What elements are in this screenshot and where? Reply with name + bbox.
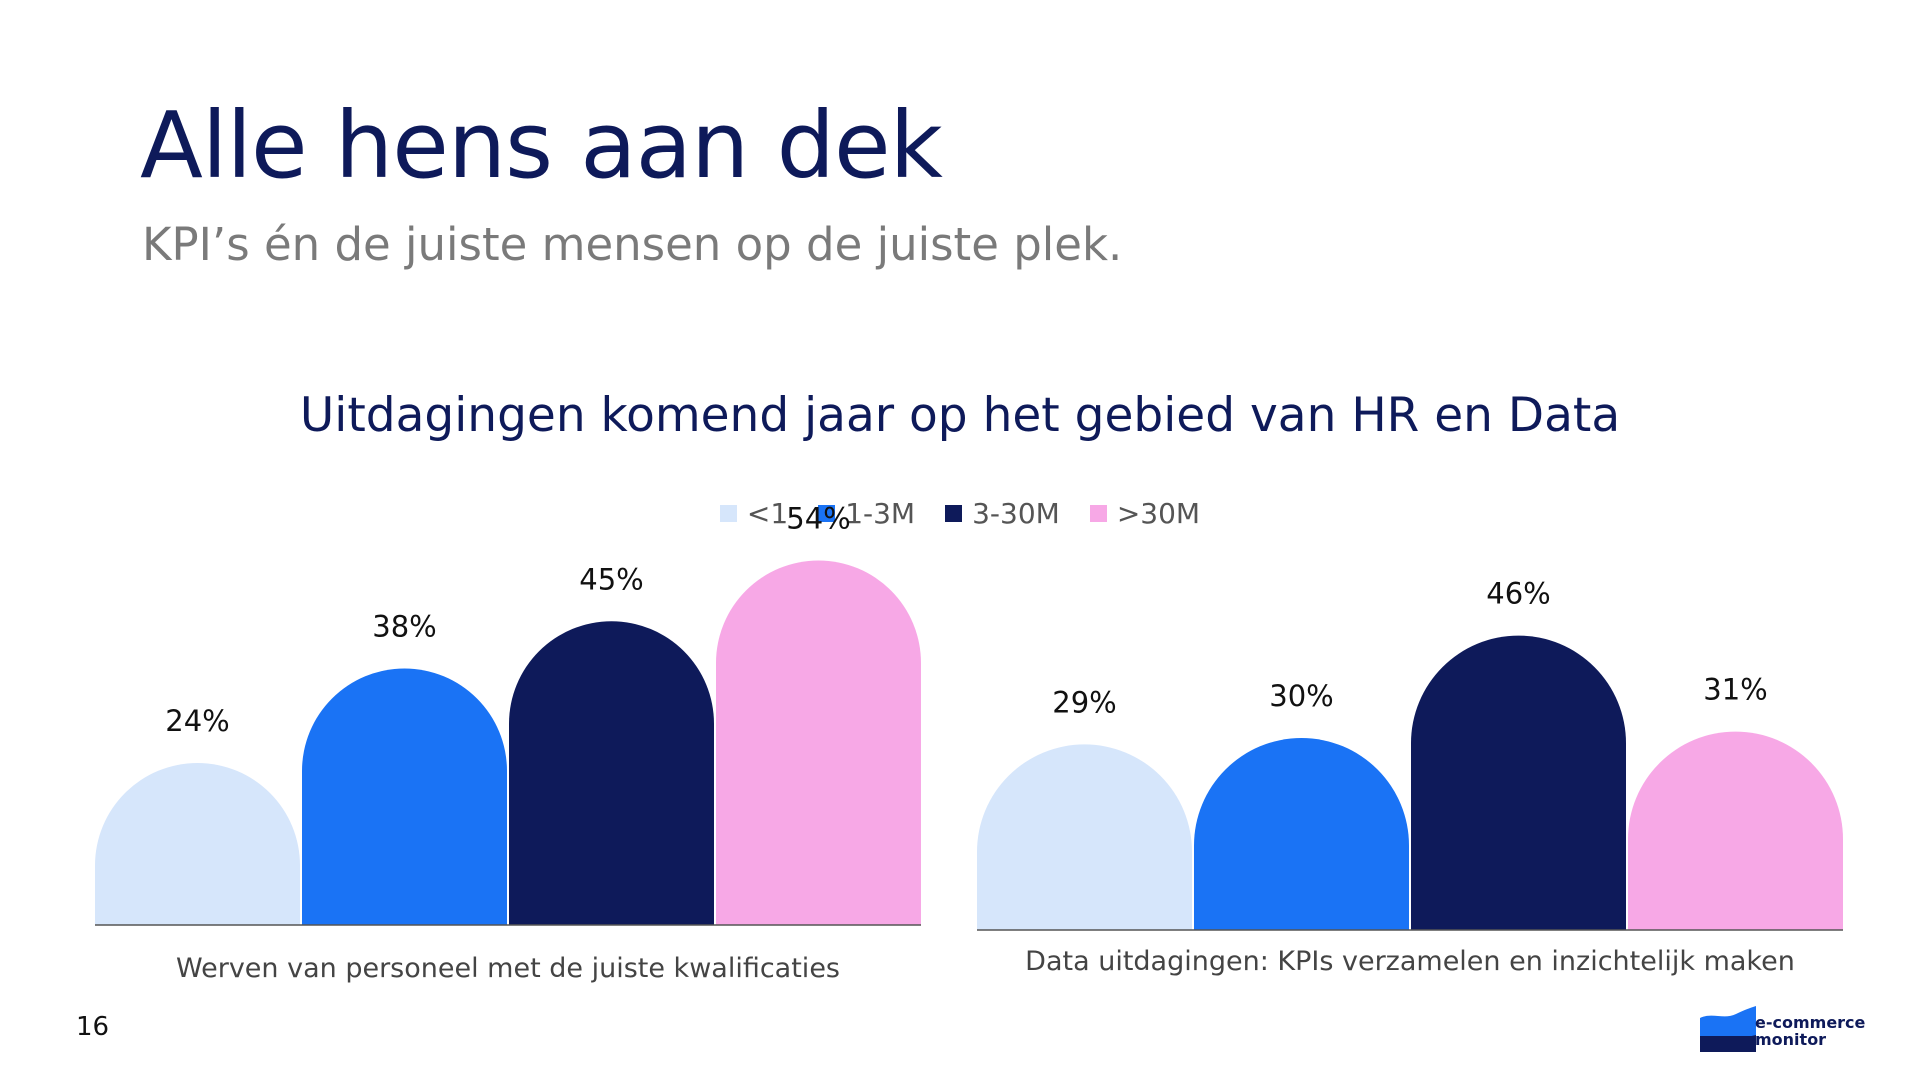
legend-item-gt30m: >30M	[1089, 497, 1201, 530]
legend-item-3-30m: 3-30M	[945, 497, 1060, 530]
bar-group1-gt30m	[716, 560, 921, 925]
logo-text-line2: monitor	[1755, 1030, 1827, 1049]
bar-group1-3-30m	[509, 621, 714, 925]
legend-label-1-3m: 1-3M	[845, 497, 916, 530]
legend-swatch-gt30m	[1089, 505, 1107, 522]
data-label-group1-1-3m: 38%	[372, 610, 436, 644]
data-label-group2-gt30m: 31%	[1703, 673, 1767, 707]
data-label-group2-lt1: 29%	[1052, 685, 1116, 719]
bar-group2-3-30m	[1411, 635, 1626, 930]
bar-group1-1-3m	[302, 668, 507, 925]
page-subtitle: KPI’s én de juiste mensen op de juiste p…	[142, 218, 1123, 271]
chart-title: Uitdagingen komend jaar op het gebied va…	[299, 388, 1621, 443]
legend-swatch-1-3m	[818, 505, 836, 522]
page-number: 16	[76, 1012, 110, 1042]
legend-item-lt1: <1	[719, 497, 789, 530]
bar-group2-1-3m	[1194, 738, 1409, 930]
category-label-group2: Data uitdagingen: KPIs verzamelen en inz…	[1025, 946, 1795, 977]
bar-group1-lt1	[95, 762, 300, 925]
e-commerce-monitor-logo	[1700, 1006, 1756, 1052]
data-label-group1-3-30m: 45%	[579, 562, 643, 596]
data-label-group2-3-30m: 46%	[1486, 577, 1550, 611]
page-title: Alle hens aan dek	[140, 92, 943, 199]
legend-swatch-lt1	[719, 505, 737, 522]
legend-label-gt30m: >30M	[1116, 497, 1201, 530]
chart-legend: <1 1-3M 3-30M >30M	[0, 497, 1920, 530]
legend-swatch-3-30m	[945, 505, 963, 522]
logo-text: e-commerce monitor	[1755, 1014, 1865, 1048]
data-label-group1-lt1: 24%	[165, 704, 229, 738]
data-label-group1-gt30m: 54%	[786, 502, 850, 536]
logo-text-line1: e-commerce	[1755, 1013, 1866, 1032]
bar-group2-gt30m	[1628, 731, 1843, 930]
bar-group2-lt1	[977, 744, 1192, 930]
category-label-group1: Werven van personeel met de juiste kwali…	[176, 953, 840, 984]
legend-item-1-3m: 1-3M	[818, 497, 915, 530]
legend-label-lt1: <1	[746, 497, 789, 530]
data-label-group2-1-3m: 30%	[1269, 679, 1333, 713]
legend-label-3-30m: 3-30M	[972, 497, 1060, 530]
